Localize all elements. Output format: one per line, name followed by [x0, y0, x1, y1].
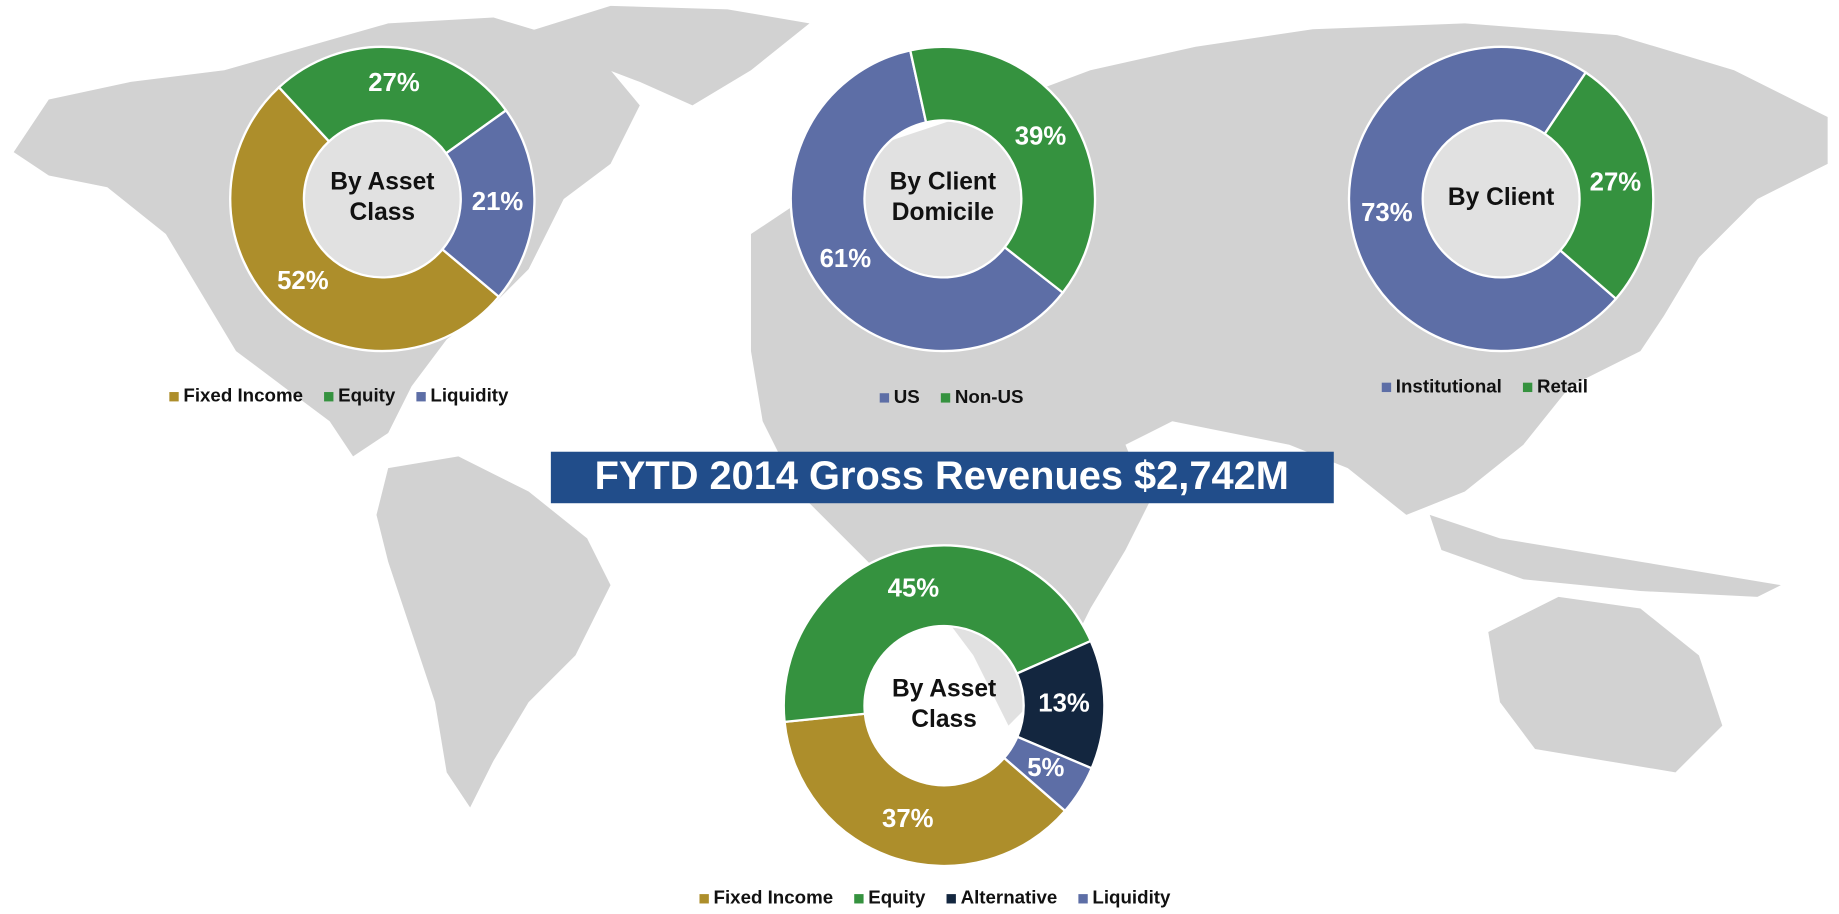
donut-segment: [1347, 45, 1618, 353]
donut-segment: [1002, 735, 1094, 813]
donut-segment: [783, 712, 1067, 868]
legend-label: Alternative: [961, 887, 1058, 908]
center-label: By Client: [1448, 184, 1554, 211]
value-label: 52%: [277, 267, 329, 295]
donut-segment: [277, 45, 508, 155]
value-label: 21%: [472, 188, 524, 216]
donut-hole: [865, 121, 1021, 277]
value-label: 27%: [368, 69, 420, 97]
legend-swatch: [1522, 382, 1533, 393]
center-label-line: By Client: [890, 169, 996, 196]
donut-hole: [1423, 121, 1579, 277]
donut-segment: [782, 544, 1093, 724]
center-label-line: Class: [911, 706, 977, 733]
legend-swatch: [324, 392, 334, 402]
value-label: 39%: [1015, 122, 1067, 150]
legend-label: Fixed Income: [183, 385, 303, 406]
value-label: 45%: [888, 575, 940, 603]
legend-label: Non-US: [955, 386, 1024, 407]
legend-swatch: [854, 894, 864, 904]
center-label-line: Class: [350, 200, 416, 227]
center-label: By Asset Class: [892, 676, 996, 733]
donut-segment: [440, 108, 536, 299]
center-label-line: By Client: [1448, 184, 1554, 211]
donut-segment: [908, 45, 1097, 295]
donut-segment: [1543, 70, 1655, 301]
donut-segment: [229, 85, 501, 353]
legend-label: Equity: [868, 887, 926, 908]
value-label: 61%: [820, 245, 872, 273]
donut-segment: [789, 48, 1065, 353]
legend-label: Liquidity: [430, 385, 509, 406]
value-label: 37%: [882, 805, 934, 833]
legend-swatch: [416, 392, 426, 402]
value-label: 13%: [1038, 690, 1090, 718]
legend-swatch: [879, 393, 890, 403]
legend-swatch: [699, 894, 709, 904]
title: FYTD 2014 Gross Revenues $2,742M: [595, 454, 1289, 498]
legend-label: Equity: [338, 385, 396, 406]
legend-label: US: [894, 386, 920, 407]
legend-swatch: [1078, 894, 1088, 904]
legend-label: Fixed Income: [714, 887, 834, 908]
legend-swatch: [946, 894, 956, 904]
legend-swatch: [169, 392, 179, 402]
center-label: By Client Domicile: [890, 169, 996, 226]
donut-hole: [865, 627, 1023, 785]
legend-label: Institutional: [1396, 375, 1502, 396]
legend-swatch: [1381, 382, 1392, 393]
center-label-line: By Asset: [330, 169, 434, 196]
legend-swatch: [940, 393, 951, 403]
legend-label: Liquidity: [1092, 887, 1171, 908]
value-label: 73%: [1361, 199, 1413, 227]
legend-label: Retail: [1537, 375, 1588, 396]
center-label-line: By Asset: [892, 676, 996, 703]
value-label: 5%: [1027, 754, 1064, 782]
title-banner: [550, 451, 1334, 504]
value-label: 27%: [1590, 169, 1642, 197]
center-label-line: Domicile: [892, 200, 994, 227]
center-label: By Asset Class: [330, 169, 434, 226]
donut-hole: [305, 121, 460, 277]
